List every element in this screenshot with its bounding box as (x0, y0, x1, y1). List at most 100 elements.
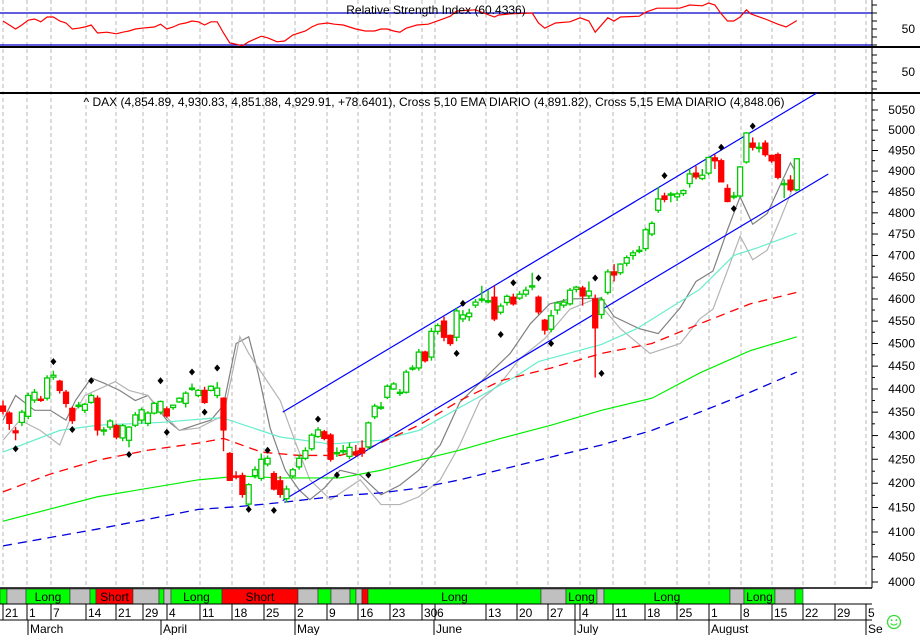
candle (434, 323, 441, 335)
candle (648, 221, 656, 237)
candle (755, 142, 763, 153)
candle (736, 166, 744, 199)
candle (629, 250, 637, 260)
candle (560, 298, 567, 308)
candle (466, 308, 473, 322)
candle (188, 383, 196, 391)
candle (295, 454, 303, 470)
candle (661, 192, 668, 203)
candle (56, 379, 63, 394)
candle (308, 433, 315, 451)
date-tick-label: 27 (550, 606, 564, 620)
date-tick-label: 29 (145, 606, 159, 620)
candle (12, 427, 19, 441)
month-label: July (577, 622, 598, 635)
candle (585, 281, 593, 299)
candle (157, 400, 164, 415)
candle (75, 401, 82, 409)
rsi-panel: Relative Strength Index (60.4336) 50 (0, 2, 915, 47)
candle (673, 191, 681, 202)
month-label: August (711, 622, 749, 635)
candle (793, 158, 800, 192)
candle (88, 393, 95, 404)
candle (497, 303, 504, 315)
signal-marker (88, 377, 95, 385)
date-tick-label: 15 (774, 606, 788, 620)
candle (264, 455, 271, 467)
candle (617, 263, 624, 275)
rsi-title: Relative Strength Index (60.4336) (346, 3, 525, 17)
candle (81, 402, 89, 414)
candle (50, 370, 57, 380)
price-tick-label: 4550 (888, 314, 915, 328)
candle (94, 395, 101, 436)
candle (125, 426, 133, 448)
candle (302, 447, 309, 461)
signal-segment-neutral (297, 588, 319, 605)
price-tick-label: 4200 (888, 476, 915, 490)
date-tick-label: 16 (360, 606, 374, 620)
candle (415, 348, 422, 371)
price-tick-label: 4750 (888, 227, 915, 241)
signal-marker (730, 205, 737, 213)
signal-marker (497, 331, 504, 339)
candle (346, 442, 353, 460)
candle (743, 132, 750, 164)
chart-title: ^ DAX (4,854.89, 4,930.83, 4,851.88, 4,9… (83, 95, 784, 109)
candle (37, 395, 44, 402)
vertical-gridlines (2, 0, 867, 588)
candle (151, 401, 158, 415)
date-tick-label: 9 (329, 606, 336, 620)
signal-segment-neutral (330, 588, 351, 605)
price-tick-label: 4400 (888, 382, 915, 396)
signal-marker (535, 274, 542, 282)
date-tick-label: 25 (266, 606, 280, 620)
signal-marker (12, 445, 19, 453)
price-tick-label: 4350 (888, 405, 915, 419)
candle (365, 421, 372, 450)
price-tick-label: 4600 (888, 292, 915, 306)
price-tick-label: 4900 (888, 164, 915, 178)
signal-segment-long (349, 588, 357, 605)
signal-markers (12, 122, 756, 514)
signal-marker (453, 349, 460, 357)
signal-segment-neutral (540, 588, 567, 605)
candle (421, 350, 429, 363)
signal-marker (201, 408, 208, 416)
candle (258, 453, 265, 481)
candle (182, 391, 189, 408)
candle (371, 403, 378, 420)
candle (604, 269, 611, 295)
candle (705, 156, 712, 176)
signal-marker (69, 425, 76, 433)
candle (169, 404, 177, 410)
date-tick-label: 29 (837, 606, 851, 620)
candle (377, 401, 385, 410)
candle (251, 466, 259, 479)
month-label: June (436, 622, 462, 635)
candle (239, 472, 246, 498)
candle (25, 392, 32, 420)
date-tick-label: 4 (169, 606, 176, 620)
candle (100, 427, 107, 436)
candle (119, 423, 126, 442)
signal-marker (365, 471, 372, 479)
indicator-line-5 (2, 371, 798, 547)
signal-label: Long (35, 590, 62, 604)
price-tick-label: 4000 (888, 575, 915, 589)
signal-marker (459, 299, 466, 307)
candle (6, 411, 13, 430)
price-tick-label: 4050 (888, 550, 915, 564)
signal-segment-long: Long (565, 588, 598, 605)
rsi-line (2, 2, 798, 47)
candle (642, 227, 649, 252)
signal-marker (315, 415, 321, 423)
indicator-line-0 (2, 161, 798, 501)
smiley-icon (886, 614, 902, 630)
signal-label: Long (441, 590, 468, 604)
candle (144, 411, 152, 427)
candle (699, 168, 706, 181)
candle (667, 191, 674, 203)
signal-segment-neutral (355, 588, 363, 605)
indicator-line-4 (2, 336, 797, 522)
